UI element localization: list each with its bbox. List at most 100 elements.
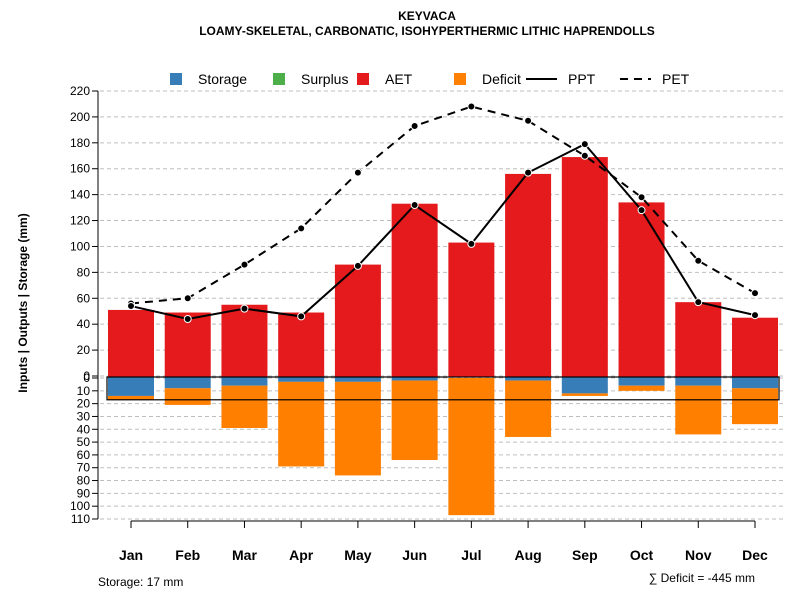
deficit-bar [675,385,722,435]
grid [100,90,783,520]
storage-bar [675,377,722,386]
legend-swatch-storage [170,73,182,85]
aet-bar [164,312,211,377]
aet-bar [391,203,438,377]
storage-bar [108,377,154,396]
y-tick-label-lower: 90 [77,486,91,500]
y-tick-label-lower: 70 [77,461,91,475]
x-tick-label: Nov [685,547,712,563]
x-tick-label: Jun [402,547,427,563]
x-tick-label: Jan [119,547,143,563]
ppt-point [524,168,533,177]
lines [127,102,759,323]
x-tick-label: May [344,547,371,563]
pet-point [183,294,192,303]
y-tick-label-upper: 0 [83,369,90,383]
storage-footer: Storage: 17 mm [98,575,183,589]
legend-label-aet: AET [385,71,413,87]
storage-bar [732,377,778,389]
x-tick-label: Oct [630,547,654,563]
pet-point [524,116,533,125]
x-tick-label: Jul [461,547,481,563]
aet-bar [448,242,495,377]
ppt-point [637,206,646,215]
storage-bar [505,377,552,381]
ppt-point [467,239,476,248]
ppt-point [580,140,589,149]
deficit-bar [618,385,665,391]
y-tick-label-lower: 100 [70,499,90,513]
aet-bar [732,317,778,377]
pet-point [694,256,703,265]
aet-bar [675,302,722,377]
ppt-point [240,304,249,313]
aet-bar [334,264,381,377]
y-tick-label-upper: 80 [77,265,91,279]
storage-bar [561,377,608,394]
pet-point [751,289,759,298]
aet-bar [561,157,608,377]
y-tick-label-upper: 60 [77,291,91,305]
pet-point [580,151,589,160]
x-tick-label: Sep [572,547,598,563]
y-tick-label-lower: 40 [77,422,91,436]
y-tick-label-upper: 180 [70,136,90,150]
y-tick-label-lower: 10 [77,384,91,398]
x-tick-label: Aug [514,547,541,563]
deficit-bar [732,388,778,425]
y-tick-label-lower: 110 [71,512,90,526]
legend-swatch-deficit [454,73,466,85]
deficit-footer: ∑ Deficit = -445 mm [649,571,755,585]
legend-swatch-aet [357,73,369,85]
ppt-point [297,312,306,321]
pet-point [353,168,362,177]
chart-subtitle: LOAMY-SKELETAL, CARBONATIC, ISOHYPERTHER… [199,24,655,38]
y-tick-label-upper: 140 [70,188,90,202]
storage-bar [221,377,268,386]
y-tick-label-upper: 40 [77,317,91,331]
deficit-bar [221,385,268,428]
ppt-point [183,315,192,323]
x-tick-label: Apr [289,547,314,563]
axes: 0204060801001201401601802002200102030405… [70,84,768,563]
deficit-bar [164,388,211,405]
y-tick-label-lower: 60 [77,448,91,462]
storage-capacity-box [106,376,780,401]
y-tick-label-lower: 20 [77,397,91,411]
aet-bar [278,312,325,377]
deficit-bar [561,393,608,396]
x-tick-label: Mar [232,547,257,563]
aet-bar [221,304,268,377]
storage-bar [278,377,325,382]
aet-bar [505,173,552,377]
bars [108,157,778,516]
pet-point [410,121,419,130]
storage-bar [391,377,438,381]
ppt-point [353,261,362,270]
legend-label-pet: PET [662,71,690,87]
y-tick-label-upper: 100 [70,239,90,253]
deficit-bar [334,381,381,476]
x-tick-label: Feb [175,547,200,563]
deficit-bar [391,380,438,461]
deficit-bar [278,381,325,467]
pet-point [240,260,249,269]
ppt-point [694,298,703,307]
ppt-point [410,201,419,209]
y-tick-label-lower: 80 [77,474,91,488]
legend: Storage Surplus AET Deficit PPT PET [170,71,690,87]
aet-bar [618,202,665,377]
deficit-bar [505,380,552,437]
y-tick-label-upper: 160 [70,162,90,176]
pet-point [297,224,306,233]
legend-swatch-surplus [273,73,285,85]
storage-box [106,376,780,401]
legend-label-storage: Storage [198,71,247,87]
x-tick-label: Dec [742,547,768,563]
pet-point [467,102,476,111]
legend-label-ppt: PPT [568,71,596,87]
deficit-bar [108,395,154,400]
y-tick-label-lower: 0 [83,371,90,385]
aet-bar [108,309,154,377]
deficit-bar [448,378,495,516]
